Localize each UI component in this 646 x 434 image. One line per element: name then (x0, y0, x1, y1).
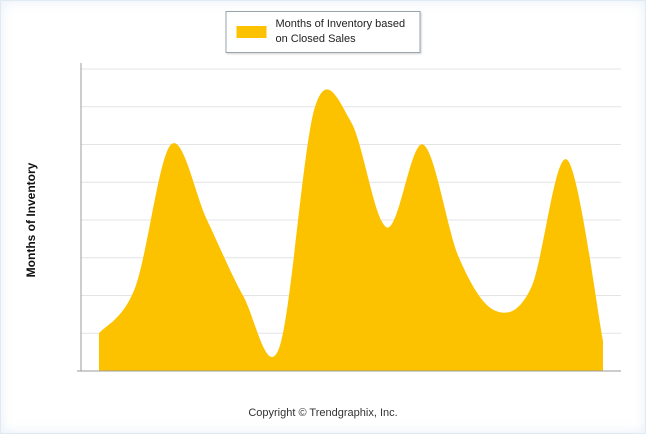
area-chart-svg (77, 63, 621, 372)
legend-label: Months of Inventory based on Closed Sale… (275, 18, 406, 45)
copyright-text: Copyright © Trendgraphix, Inc. (248, 407, 398, 419)
area-series (99, 89, 603, 371)
legend-swatch (236, 25, 267, 38)
legend: Months of Inventory based on Closed Sale… (225, 11, 421, 53)
